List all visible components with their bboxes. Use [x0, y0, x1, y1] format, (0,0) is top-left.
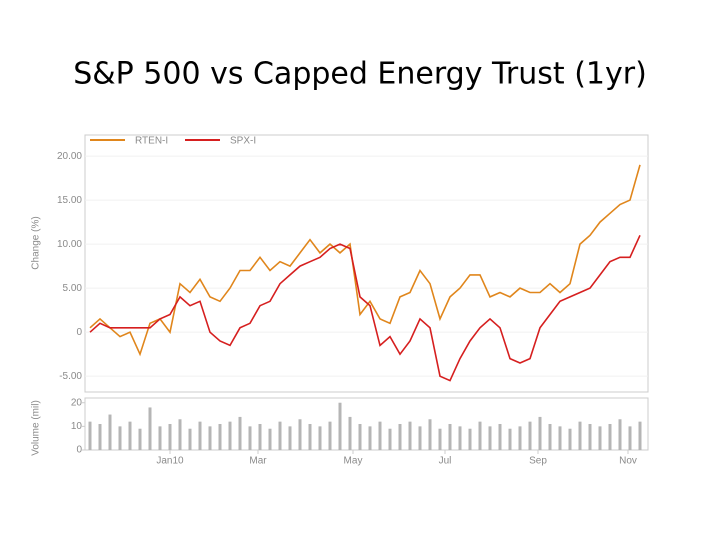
volume-bar: [598, 426, 602, 450]
volume-bar: [358, 424, 362, 450]
y-tick-label: 20.00: [57, 151, 82, 162]
volume-bar: [568, 428, 572, 450]
volume-bar: [108, 414, 112, 450]
volume-bar: [238, 416, 242, 450]
volume-axis-label: Volume (mil): [31, 400, 42, 456]
y-tick-label: 5.00: [63, 283, 83, 294]
volume-bar: [448, 424, 452, 450]
volume-bar: [278, 421, 282, 450]
volume-bar: [348, 416, 352, 450]
y-axis-label: Change (%): [31, 216, 42, 269]
volume-bar: [418, 426, 422, 450]
y-tick-label: 10.00: [57, 239, 82, 250]
volume-bar: [368, 426, 372, 450]
x-tick-label: Jan10: [156, 456, 184, 467]
title: S&P 500 vs Capped Energy Trust (1yr): [73, 57, 647, 92]
volume-bar: [608, 424, 612, 450]
x-tick-label: Sep: [529, 456, 547, 467]
volume-bar: [218, 424, 222, 450]
y-tick-label: 10: [71, 421, 83, 432]
volume-bar: [488, 426, 492, 450]
legend-label: SPX-I: [230, 136, 256, 147]
volume-bar: [98, 424, 102, 450]
volume-bar: [628, 426, 632, 450]
volume-bar: [518, 426, 522, 450]
volume-bar: [228, 421, 232, 450]
volume-bar: [458, 426, 462, 450]
volume-bar: [398, 424, 402, 450]
volume-bar: [578, 421, 582, 450]
volume-bar: [478, 421, 482, 450]
volume-bar: [428, 419, 432, 450]
volume-bar: [118, 426, 122, 450]
x-tick-label: May: [344, 456, 363, 467]
volume-bar: [498, 424, 502, 450]
volume-bar: [178, 419, 182, 450]
series-line: [89, 234, 641, 382]
volume-bar: [338, 402, 342, 450]
volume-bar: [548, 424, 552, 450]
volume-bar: [258, 424, 262, 450]
volume-bar: [168, 424, 172, 450]
y-tick-label: 20: [71, 397, 83, 408]
y-tick-label: 15.00: [57, 195, 82, 206]
x-tick-label: Mar: [249, 456, 267, 467]
price-panel: [84, 134, 649, 393]
volume-bar: [158, 426, 162, 450]
volume-bar: [308, 424, 312, 450]
volume-bar: [298, 419, 302, 450]
x-tick-label: Jul: [439, 456, 452, 467]
volume-bar: [148, 407, 152, 450]
volume-bar: [208, 426, 212, 450]
volume-bar: [638, 421, 642, 450]
volume-bar: [138, 428, 142, 450]
volume-bar: [328, 421, 332, 450]
volume-bar: [378, 421, 382, 450]
volume-bar: [248, 426, 252, 450]
volume-bar: [618, 419, 622, 450]
volume-bar: [438, 428, 442, 450]
volume-bar: [508, 428, 512, 450]
volume-bar: [538, 416, 542, 450]
x-tick-label: Nov: [619, 456, 637, 467]
y-tick-label: 0: [76, 445, 82, 456]
volume-bar: [468, 428, 472, 450]
volume-bar: [268, 428, 272, 450]
legend-label: RTEN-I: [135, 136, 168, 147]
series-line: [89, 164, 641, 357]
volume-bar: [408, 421, 412, 450]
volume-bar: [588, 424, 592, 450]
volume-bar: [288, 426, 292, 450]
volume-bar: [388, 428, 392, 450]
volume-bar: [528, 421, 532, 450]
volume-bar: [318, 426, 322, 450]
volume-bar: [128, 421, 132, 450]
volume-bar: [558, 426, 562, 450]
volume-bar: [188, 428, 192, 450]
volume-bar: [88, 421, 92, 450]
y-tick-label: 0: [76, 327, 82, 338]
volume-bar: [198, 421, 202, 450]
y-tick-label: -5.00: [59, 371, 82, 382]
